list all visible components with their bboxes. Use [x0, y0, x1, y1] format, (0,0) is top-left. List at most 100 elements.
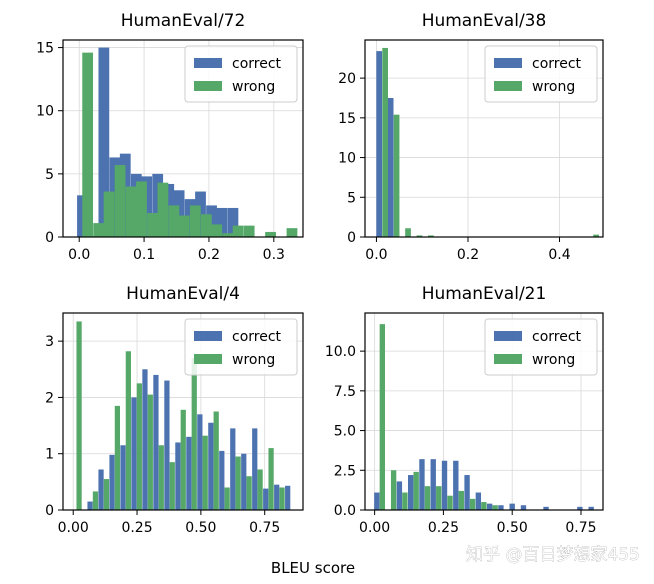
bar-correct	[98, 469, 104, 510]
bar-wrong	[382, 47, 388, 238]
subplot-title: HumanEval/4	[126, 284, 240, 304]
x-tick-label: 0.2	[457, 247, 479, 263]
legend-label-correct: correct	[532, 56, 582, 72]
bar-correct	[98, 47, 110, 238]
bar-correct	[441, 460, 448, 510]
x-tick-label: 0.00	[58, 520, 89, 536]
axes-frame	[364, 39, 604, 238]
bar-correct	[396, 481, 403, 510]
x-tick-label: 0.50	[497, 520, 528, 536]
bar-wrong	[265, 231, 276, 237]
legend: correct wrong	[184, 45, 298, 103]
watermark-text: 知乎 @百日梦想家455	[466, 545, 640, 565]
bar-wrong	[114, 405, 120, 510]
bar-correct	[430, 459, 436, 510]
bar-wrong	[189, 205, 201, 237]
axes-frame	[62, 312, 304, 511]
y-tick-label: 0	[45, 503, 54, 519]
x-tick-label: 0.0	[365, 247, 387, 263]
bar-wrong	[235, 456, 241, 510]
bar-correct	[120, 445, 126, 510]
legend-swatch-wrong	[194, 354, 222, 364]
bar-correct	[230, 428, 236, 510]
bar-wrong	[76, 321, 82, 510]
bar-correct	[285, 485, 291, 510]
bar-wrong	[191, 358, 197, 510]
y-tick-label: 15	[36, 41, 54, 57]
legend-label-correct: correct	[232, 56, 282, 72]
y-tick-label: 1	[45, 447, 54, 463]
subplot-panels: 0.0 0.1 0.2 0.3051015HumanEval/72correctwro…	[36, 11, 604, 536]
subplot-4: 0.00 0.25 0.50 0.75 0.0 2.5 5.0 7.5 10.0 HumanEva…	[325, 284, 604, 536]
bar-wrong	[147, 394, 153, 510]
bar-wrong	[492, 505, 498, 510]
y-tick-label: 5	[347, 190, 356, 206]
y-tick-label: 0	[347, 230, 356, 246]
x-tick-label: 0.75	[249, 520, 280, 536]
bar-wrong	[469, 498, 476, 510]
bar-correct	[464, 475, 470, 510]
bar-correct	[208, 422, 214, 510]
bar-correct	[543, 506, 549, 510]
bar-correct	[252, 428, 258, 510]
bar-wrong	[103, 479, 110, 510]
subplot-1: 0.0 0.1 0.2 0.3 0 5 10 15 HumanEval/72 correct wro…	[36, 11, 304, 263]
bar-correct	[219, 450, 225, 510]
y-tick-label: 20	[338, 71, 356, 87]
x-tick-label: 0.0	[68, 247, 90, 263]
bar-wrong	[103, 191, 115, 237]
bar-wrong	[178, 215, 190, 237]
bar-correct	[419, 459, 425, 510]
x-tick-label: 0.25	[428, 520, 459, 536]
bar-wrong	[379, 324, 386, 510]
bar-correct	[153, 374, 159, 510]
bar-wrong	[428, 235, 434, 237]
legend-swatch-correct	[194, 58, 222, 68]
bar-correct	[498, 505, 504, 510]
bar-wrong	[447, 495, 453, 510]
legend-swatch-wrong	[494, 354, 522, 364]
y-tick-label: 5	[45, 167, 54, 183]
subplot-2: 0.0 0.2 0.4 0 5 10 15 20 HumanEval/38 correct wron…	[338, 11, 604, 263]
bar-wrong	[279, 487, 285, 510]
y-tick-label: 2.5	[334, 463, 356, 479]
legend-label-wrong: wrong	[232, 352, 275, 368]
legend-label-wrong: wrong	[532, 79, 575, 95]
bar-correct	[376, 51, 383, 237]
bar-wrong	[93, 223, 105, 237]
legend-label-correct: correct	[532, 329, 582, 345]
bar-wrong	[458, 490, 464, 510]
bar-wrong	[157, 182, 169, 237]
y-tick-label: 10	[338, 151, 356, 167]
legend-swatch-correct	[194, 331, 222, 341]
y-tick-label: 0	[45, 230, 54, 246]
bar-wrong	[200, 214, 212, 237]
bar-correct	[520, 505, 527, 510]
bar-correct	[87, 501, 93, 510]
legend: correct wrong	[484, 318, 598, 376]
y-tick-label: 10.0	[325, 344, 356, 360]
x-tick-label: 0.25	[121, 520, 152, 536]
bar-wrong	[416, 235, 423, 237]
legend-label-wrong: wrong	[532, 352, 575, 368]
bar-wrong	[169, 462, 175, 510]
bar-correct	[216, 207, 228, 237]
legend-swatch-wrong	[494, 81, 522, 91]
bar-wrong	[147, 213, 158, 237]
bar-correct	[164, 380, 170, 510]
bar-wrong	[136, 181, 147, 237]
bar-wrong	[232, 225, 244, 237]
y-tick-label: 7.5	[334, 384, 356, 400]
bar-wrong	[180, 409, 186, 510]
bar-correct	[197, 414, 203, 510]
bar-wrong	[393, 114, 400, 237]
bar-correct	[274, 484, 280, 510]
x-tick-label: 0.2	[198, 247, 220, 263]
legend: correct wrong	[184, 318, 298, 376]
x-tick-label: 0.1	[133, 247, 155, 263]
subplot-title: HumanEval/38	[422, 11, 547, 31]
bar-wrong	[246, 476, 252, 510]
bar-wrong	[286, 228, 298, 237]
bar-correct	[577, 506, 583, 510]
